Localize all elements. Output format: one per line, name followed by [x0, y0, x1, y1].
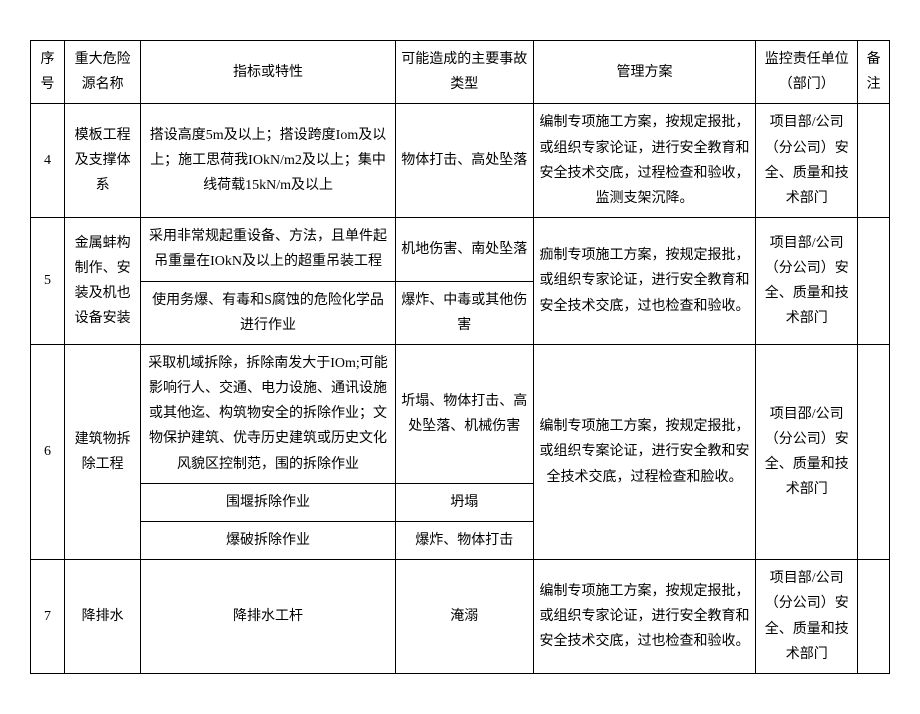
cell-note — [858, 104, 890, 218]
cell-mgmt: 编制专项施工方案，按规定报批，或组织专案论证，进行安全教和安全技术交底，过程检查… — [533, 344, 756, 559]
table-row: 4 模板工程及支撑体系 搭设高度5m及以上；搭设跨度Iom及以上；施工思荷我IO… — [31, 104, 890, 218]
cell-mgmt: 编制专项施工方案，按规定报批，或组织专家论证，进行安全教育和安全技术交底，过也检… — [533, 560, 756, 674]
cell-char: 搭设高度5m及以上；搭设跨度Iom及以上；施工思荷我IOkN/m2及以上；集中线… — [141, 104, 396, 218]
hazard-table: 序号 重大危险源名称 指标或特性 可能造成的主要事故类型 管理方案 监控责任单位… — [30, 40, 890, 674]
cell-seq: 6 — [31, 344, 65, 559]
header-mgmt: 管理方案 — [533, 41, 756, 104]
cell-dept: 项目部/公司（分公司）安全、质量和技术部门 — [756, 218, 858, 345]
cell-seq: 4 — [31, 104, 65, 218]
cell-name: 模板工程及支撑体系 — [64, 104, 140, 218]
header-char: 指标或特性 — [141, 41, 396, 104]
cell-dept: 项目部/公司（分公司）安全、质量和技术部门 — [756, 104, 858, 218]
cell-char: 使用务爆、有毒和S腐蚀的危险化学品进行作业 — [141, 281, 396, 344]
cell-accident: 圻塌、物体打击、高处坠落、机械伤害 — [395, 344, 533, 483]
cell-char: 采取机域拆除，拆除南发大于IOm;可能影响行人、交通、电力设施、通讯设施或其他迄… — [141, 344, 396, 483]
cell-dept: 项目部/公司（分公司）安全、质量和技术部门 — [756, 560, 858, 674]
header-note: 备注 — [858, 41, 890, 104]
cell-name: 金属蚌构制作、安装及机也设备安装 — [64, 218, 140, 345]
header-seq: 序号 — [31, 41, 65, 104]
header-accident: 可能造成的主要事故类型 — [395, 41, 533, 104]
cell-dept: 项目邵/公司（分公司）安全、质量和技术部门 — [756, 344, 858, 559]
table-row: 5 金属蚌构制作、安装及机也设备安装 采用非常规起重设备、方法，且单件起吊重量在… — [31, 218, 890, 281]
cell-char: 采用非常规起重设备、方法，且单件起吊重量在IOkN及以上的超重吊装工程 — [141, 218, 396, 281]
cell-accident: 爆炸、中毒或其他伤害 — [395, 281, 533, 344]
cell-seq: 7 — [31, 560, 65, 674]
header-name: 重大危险源名称 — [64, 41, 140, 104]
cell-char: 爆破拆除作业 — [141, 522, 396, 560]
cell-accident: 淹溺 — [395, 560, 533, 674]
cell-mgmt: 痂制专项施工方案，按规定报批，或组织专家论证，进行安全教育和安全技术交底，过也检… — [533, 218, 756, 345]
cell-accident: 坍塌 — [395, 483, 533, 521]
cell-seq: 5 — [31, 218, 65, 345]
cell-note — [858, 218, 890, 345]
cell-note — [858, 344, 890, 559]
cell-name: 降排水 — [64, 560, 140, 674]
cell-accident: 爆炸、物体打击 — [395, 522, 533, 560]
cell-name: 建筑物拆除工程 — [64, 344, 140, 559]
table-row: 7 降排水 降排水工杆 淹溺 编制专项施工方案，按规定报批，或组织专家论证，进行… — [31, 560, 890, 674]
table-row: 6 建筑物拆除工程 采取机域拆除，拆除南发大于IOm;可能影响行人、交通、电力设… — [31, 344, 890, 483]
cell-accident: 机地伤害、南处坠落 — [395, 218, 533, 281]
header-row: 序号 重大危险源名称 指标或特性 可能造成的主要事故类型 管理方案 监控责任单位… — [31, 41, 890, 104]
cell-char: 降排水工杆 — [141, 560, 396, 674]
cell-accident: 物体打击、高处坠落 — [395, 104, 533, 218]
cell-note — [858, 560, 890, 674]
cell-char: 围堰拆除作业 — [141, 483, 396, 521]
cell-mgmt: 编制专项施工方案，按规定报批，或组织专家论证，进行安全教育和安全技术交底，过程检… — [533, 104, 756, 218]
header-dept: 监控责任单位（部门） — [756, 41, 858, 104]
